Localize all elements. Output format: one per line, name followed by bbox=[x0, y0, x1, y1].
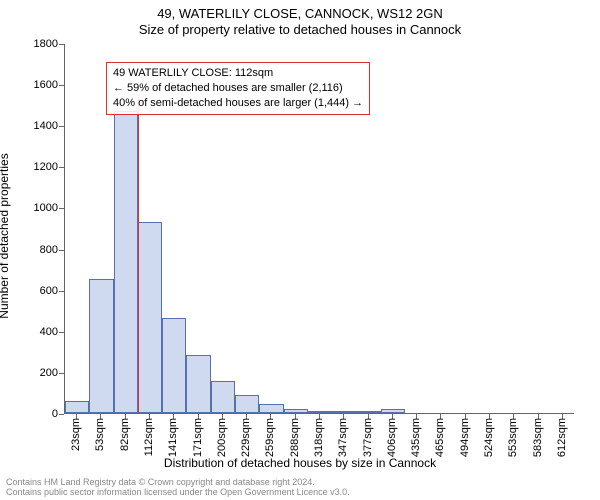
bar bbox=[211, 381, 235, 413]
annotation-line3: 40% of semi-detached houses are larger (… bbox=[113, 96, 363, 111]
bar bbox=[356, 411, 380, 413]
bar bbox=[284, 409, 308, 413]
y-tick: 1600 bbox=[26, 79, 58, 91]
credits-line2: Contains public sector information licen… bbox=[6, 488, 350, 498]
x-tick-label: 347sqm bbox=[337, 418, 349, 457]
annotation-line1: 49 WATERLILY CLOSE: 112sqm bbox=[113, 66, 363, 81]
x-tick-label: 494sqm bbox=[459, 418, 471, 457]
annotation-box: 49 WATERLILY CLOSE: 112sqm ← 59% of deta… bbox=[106, 62, 370, 115]
y-tick: 200 bbox=[26, 367, 58, 379]
x-tick-label: 229sqm bbox=[240, 418, 252, 457]
x-tick-label: 23sqm bbox=[70, 418, 82, 451]
x-tick-label: 318sqm bbox=[313, 418, 325, 457]
bar bbox=[138, 222, 162, 413]
bar bbox=[65, 401, 89, 413]
marker-line bbox=[138, 95, 139, 413]
bar bbox=[89, 279, 113, 413]
x-axis-label: Distribution of detached houses by size … bbox=[0, 456, 600, 470]
x-tick-label: 171sqm bbox=[192, 418, 204, 457]
x-tick-label: 465sqm bbox=[434, 418, 446, 457]
x-tick-label: 259sqm bbox=[264, 418, 276, 457]
bar bbox=[381, 409, 405, 413]
x-tick-label: 524sqm bbox=[483, 418, 495, 457]
x-tick-label: 112sqm bbox=[143, 418, 155, 456]
y-tick: 1800 bbox=[26, 38, 58, 50]
x-tick-label: 406sqm bbox=[386, 418, 398, 457]
y-tick: 1400 bbox=[26, 120, 58, 132]
x-tick-label: 553sqm bbox=[507, 418, 519, 457]
bar bbox=[162, 318, 186, 413]
bar bbox=[332, 411, 356, 413]
x-tick-label: 141sqm bbox=[167, 418, 179, 457]
x-tick-label: 377sqm bbox=[362, 418, 374, 457]
x-tick-label: 200sqm bbox=[216, 418, 228, 457]
chart-title-line2: Size of property relative to detached ho… bbox=[0, 22, 600, 37]
credits: Contains HM Land Registry data © Crown c… bbox=[6, 478, 350, 498]
y-tick: 800 bbox=[26, 244, 58, 256]
chart-title-line1: 49, WATERLILY CLOSE, CANNOCK, WS12 2GN bbox=[0, 6, 600, 21]
bar bbox=[308, 411, 332, 413]
x-tick-label: 583sqm bbox=[532, 418, 544, 457]
annotation-line2: ← 59% of detached houses are smaller (2,… bbox=[113, 81, 363, 96]
bar bbox=[235, 395, 259, 414]
x-tick-label: 435sqm bbox=[410, 418, 422, 457]
y-tick: 1200 bbox=[26, 161, 58, 173]
x-tick-label: 288sqm bbox=[289, 418, 301, 457]
y-tick: 1000 bbox=[26, 202, 58, 214]
bar bbox=[114, 111, 138, 413]
x-tick-label: 53sqm bbox=[94, 418, 106, 451]
x-tick-label: 612sqm bbox=[556, 418, 568, 457]
x-tick-label: 82sqm bbox=[119, 418, 131, 451]
y-tick: 0 bbox=[26, 408, 58, 420]
y-tick: 600 bbox=[26, 285, 58, 297]
y-tick: 400 bbox=[26, 326, 58, 338]
bar bbox=[259, 404, 283, 413]
bar bbox=[186, 355, 210, 413]
